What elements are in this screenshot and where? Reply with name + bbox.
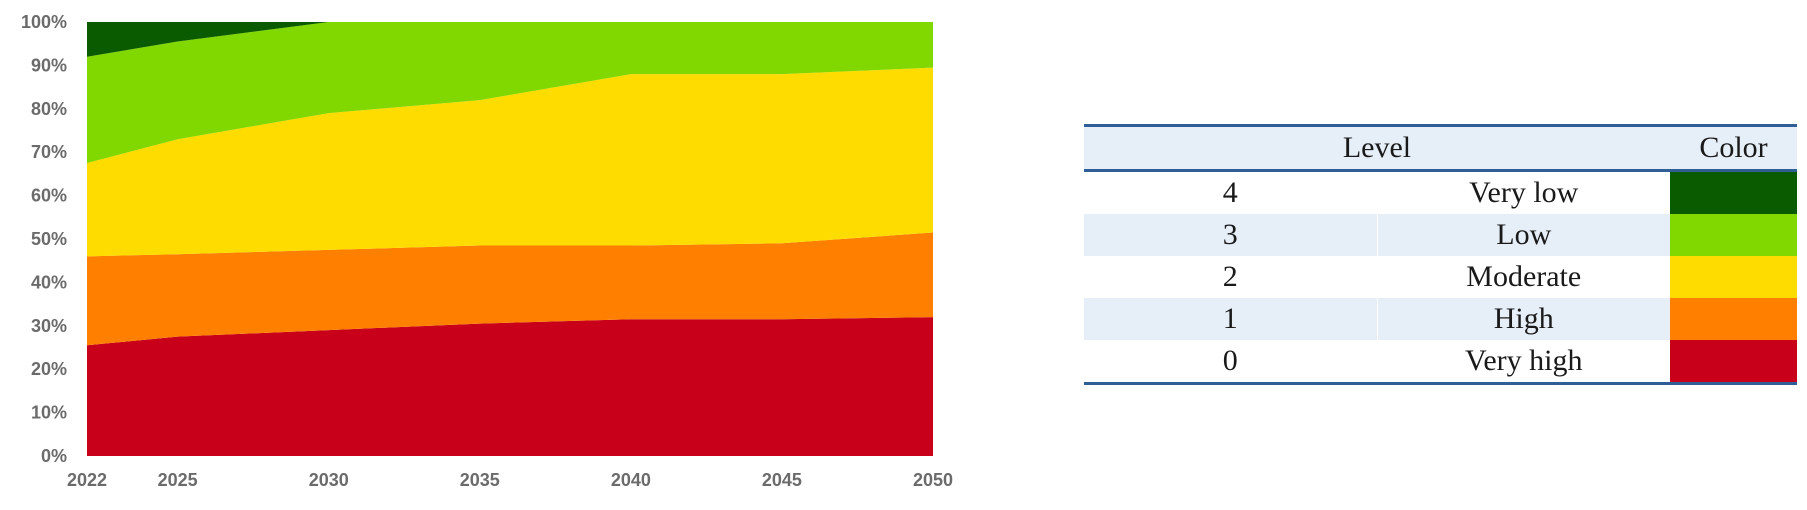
legend-header-color: Color xyxy=(1699,131,1768,164)
legend-header-row: Level Color xyxy=(1084,125,1797,171)
y-tick-label: 0% xyxy=(41,446,67,466)
area-series-very-low xyxy=(87,22,933,57)
area-series-group xyxy=(87,22,933,456)
y-tick-label: 50% xyxy=(31,229,67,249)
y-tick-label: 30% xyxy=(31,316,67,336)
area-series-very-high xyxy=(87,317,933,456)
legend-row: 0 Very high xyxy=(1084,340,1797,384)
y-axis-ticks: 0% 10% 20% 30% 40% 50% 60% 70% 80% 90% 100% xyxy=(21,12,67,466)
legend-level: High xyxy=(1376,298,1670,340)
x-tick-label: 2050 xyxy=(913,470,953,490)
legend-level: Very high xyxy=(1376,340,1670,384)
legend-color-swatch xyxy=(1670,170,1797,214)
legend-color-swatch xyxy=(1670,298,1797,340)
legend-color-swatch xyxy=(1670,340,1797,384)
y-tick-label: 80% xyxy=(31,99,67,119)
y-tick-label: 100% xyxy=(21,12,67,32)
area-series-low xyxy=(87,22,933,163)
legend-level: Moderate xyxy=(1376,256,1670,298)
legend-header-level: Level xyxy=(1342,131,1412,164)
area-series-high xyxy=(87,232,933,346)
x-tick-label: 2035 xyxy=(460,470,500,490)
legend-code: 0 xyxy=(1222,344,1238,377)
legend-code: 4 xyxy=(1222,176,1238,209)
legend-level: Very low xyxy=(1376,170,1670,214)
legend-row: 2 Moderate xyxy=(1084,256,1797,298)
legend-row: 1 High xyxy=(1084,298,1797,340)
x-tick-label: 2030 xyxy=(309,470,349,490)
y-tick-label: 10% xyxy=(31,403,67,423)
legend-code: 2 xyxy=(1222,260,1238,293)
risk-level-legend-table: Level Color 4 Very low 3 Low 2 Moderate … xyxy=(1084,124,1797,385)
area-series-moderate xyxy=(87,67,933,257)
y-tick-label: 20% xyxy=(31,359,67,379)
y-tick-label: 90% xyxy=(31,55,67,75)
stacked-area-chart: 0%10%20%30%40%50%60%70%80%90%100% 2022 20… xyxy=(21,12,953,490)
x-axis-ticks: 2022 2025 2030 2035 2040 2045 2050 xyxy=(67,470,953,490)
legend-row: 4 Very low xyxy=(1084,170,1797,214)
x-tick-label: 2025 xyxy=(158,470,198,490)
legend-code: 1 xyxy=(1222,302,1238,335)
y-tick-label: 70% xyxy=(31,142,67,162)
legend-level: Low xyxy=(1376,214,1670,256)
x-tick-label: 2022 xyxy=(67,470,107,490)
legend-code: 3 xyxy=(1222,218,1238,251)
legend-row: 3 Low xyxy=(1084,214,1797,256)
y-tick-label: 60% xyxy=(31,186,67,206)
y-tick-label: 40% xyxy=(31,272,67,292)
legend-color-swatch xyxy=(1670,214,1797,256)
x-tick-label: 2040 xyxy=(611,470,651,490)
legend-color-swatch xyxy=(1670,256,1797,298)
x-tick-label: 2045 xyxy=(762,470,802,490)
